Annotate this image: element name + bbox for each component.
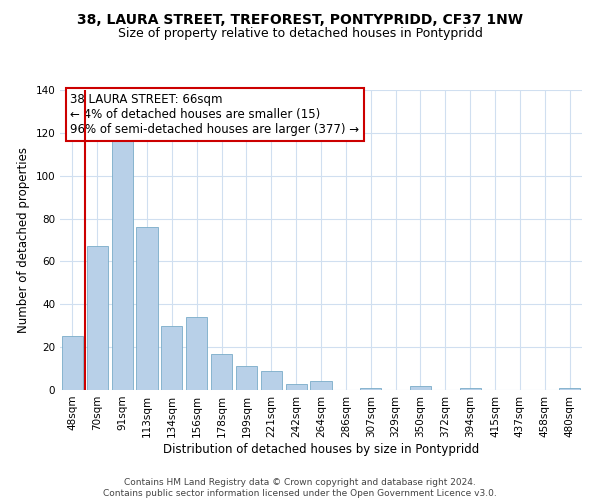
Bar	[87, 246, 108, 390]
Text: Contains HM Land Registry data © Crown copyright and database right 2024.
Contai: Contains HM Land Registry data © Crown c…	[103, 478, 497, 498]
Bar	[310, 382, 332, 390]
Text: 38, LAURA STREET, TREFOREST, PONTYPRIDD, CF37 1NW: 38, LAURA STREET, TREFOREST, PONTYPRIDD,…	[77, 12, 523, 26]
Bar	[236, 366, 257, 390]
Bar	[261, 370, 282, 390]
Bar	[286, 384, 307, 390]
Y-axis label: Number of detached properties: Number of detached properties	[17, 147, 30, 333]
Bar	[62, 336, 83, 390]
Bar	[186, 317, 207, 390]
Text: 38 LAURA STREET: 66sqm
← 4% of detached houses are smaller (15)
96% of semi-deta: 38 LAURA STREET: 66sqm ← 4% of detached …	[70, 93, 359, 136]
Bar	[410, 386, 431, 390]
Text: Size of property relative to detached houses in Pontypridd: Size of property relative to detached ho…	[118, 28, 482, 40]
Bar	[112, 137, 133, 390]
Bar	[211, 354, 232, 390]
Bar	[460, 388, 481, 390]
Bar	[559, 388, 580, 390]
X-axis label: Distribution of detached houses by size in Pontypridd: Distribution of detached houses by size …	[163, 442, 479, 456]
Bar	[136, 227, 158, 390]
Bar	[161, 326, 182, 390]
Bar	[360, 388, 381, 390]
